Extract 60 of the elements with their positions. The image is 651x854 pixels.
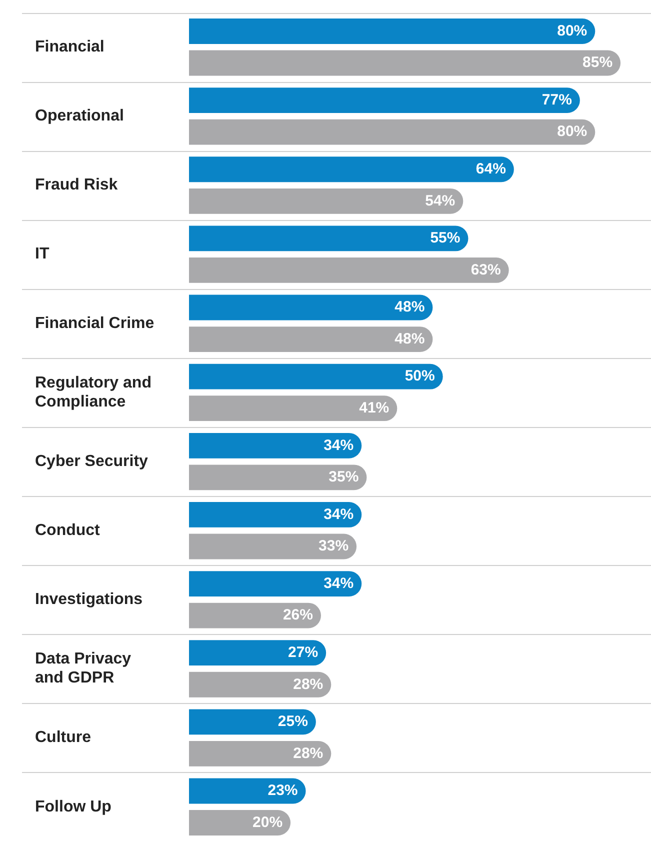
bar [189, 502, 362, 528]
y-tick-label: Regulatory and Compliance [35, 374, 152, 410]
bar [189, 294, 433, 320]
data-label: 34% [324, 574, 354, 592]
bar [189, 571, 362, 596]
y-tick-label: Financial Crime [35, 314, 154, 332]
bar [189, 258, 509, 283]
bar [189, 18, 596, 44]
data-label: 85% [582, 54, 613, 72]
data-label: 80% [557, 22, 588, 40]
data-label: 27% [288, 644, 318, 661]
data-label: 34% [324, 506, 354, 523]
data-label: 50% [404, 368, 435, 385]
bar [189, 226, 468, 252]
data-label: 54% [425, 192, 456, 210]
bar [189, 464, 367, 490]
data-label: 28% [293, 744, 324, 762]
bar [189, 88, 580, 114]
y-tick-label: Financial [35, 38, 104, 56]
bar [189, 364, 443, 390]
y-tick-label: IT [35, 246, 50, 263]
bar [189, 396, 398, 422]
y-tick-label: Culture [35, 729, 92, 746]
y-tick-label: Follow Up [35, 798, 112, 816]
data-label: 41% [359, 399, 390, 416]
y-tick-label: Conduct [35, 522, 101, 540]
data-label: 80% [557, 123, 588, 140]
data-label: 55% [430, 230, 460, 247]
data-label: 35% [328, 468, 359, 486]
data-label: 28% [293, 676, 324, 693]
data-label: 34% [324, 436, 354, 454]
bar [189, 740, 332, 766]
data-label: 20% [252, 814, 283, 831]
bar [189, 602, 321, 628]
y-tick-label: Fraud Risk [35, 176, 118, 194]
data-label: 48% [394, 330, 425, 348]
data-label: 63% [470, 261, 501, 278]
bar [189, 326, 433, 352]
data-label: 33% [318, 538, 349, 555]
data-label: 26% [282, 606, 313, 624]
y-tick-label: Cyber Security [35, 452, 148, 470]
bar [189, 156, 514, 182]
bar [189, 50, 621, 76]
bar [189, 640, 326, 666]
bar [189, 534, 357, 560]
bar [189, 778, 306, 804]
y-tick-label: Investigations [35, 591, 143, 608]
data-label: 77% [542, 91, 572, 108]
bar [189, 432, 362, 458]
data-label: 64% [476, 160, 506, 178]
bar [189, 810, 291, 836]
data-label: 48% [394, 298, 425, 316]
bar [189, 188, 464, 214]
y-tick-label: Data Privacy and GDPR [35, 650, 132, 687]
data-label: 25% [278, 713, 308, 730]
y-tick-label: Operational [35, 108, 124, 125]
bar [189, 709, 316, 735]
data-label: 23% [268, 782, 298, 800]
bar [189, 672, 332, 698]
bar [189, 119, 596, 145]
